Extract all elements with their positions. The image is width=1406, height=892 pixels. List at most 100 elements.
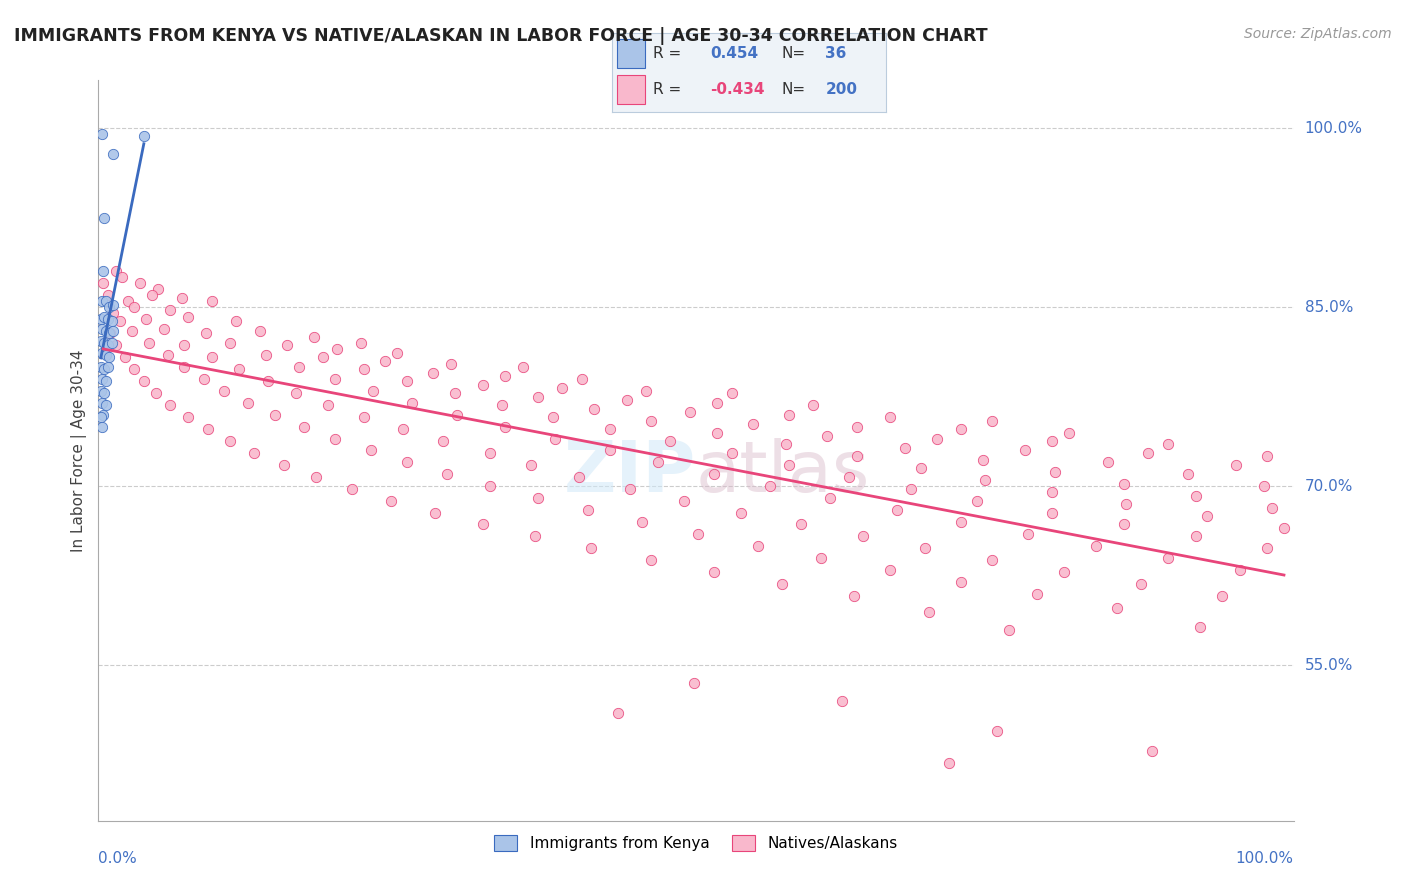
Point	[1272, 521, 1295, 535]
Point	[360, 443, 382, 458]
Point	[520, 458, 543, 472]
Point	[918, 605, 941, 619]
Point	[778, 458, 800, 472]
Text: Source: ZipAtlas.com: Source: ZipAtlas.com	[1244, 27, 1392, 41]
Point	[1115, 497, 1137, 511]
Point	[831, 694, 853, 708]
Bar	[617, 39, 644, 68]
Point	[742, 417, 765, 432]
Text: ZIP: ZIP	[564, 438, 696, 508]
Point	[91, 345, 114, 359]
Point	[815, 429, 838, 443]
Point	[491, 398, 513, 412]
Point	[721, 446, 744, 460]
Point	[900, 482, 922, 496]
Point	[981, 553, 1004, 567]
Point	[998, 623, 1021, 637]
Point	[98, 326, 121, 341]
Point	[578, 503, 600, 517]
Point	[93, 362, 115, 376]
Point	[302, 330, 325, 344]
Point	[392, 422, 415, 436]
Point	[1040, 485, 1063, 500]
Point	[512, 359, 534, 374]
Point	[98, 351, 121, 365]
Point	[1184, 529, 1206, 543]
Point	[527, 390, 550, 404]
Point	[374, 354, 396, 368]
Point	[879, 563, 901, 577]
Point	[938, 756, 960, 771]
Text: 85.0%: 85.0%	[1305, 300, 1353, 315]
Point	[1253, 479, 1275, 493]
Point	[914, 541, 936, 556]
Point	[90, 359, 112, 374]
Point	[1197, 509, 1219, 524]
Text: 100.0%: 100.0%	[1305, 120, 1362, 136]
Point	[97, 288, 120, 302]
Point	[599, 422, 621, 436]
Point	[195, 326, 218, 341]
Point	[721, 386, 744, 401]
Point	[156, 348, 179, 362]
Point	[91, 372, 114, 386]
Point	[91, 294, 114, 309]
Point	[101, 324, 124, 338]
Point	[172, 291, 194, 305]
Point	[1157, 437, 1180, 451]
Point	[436, 467, 458, 482]
Point	[1085, 539, 1108, 553]
Point	[94, 324, 117, 338]
Point	[640, 414, 662, 428]
Point	[132, 129, 155, 144]
Text: R =: R =	[652, 45, 681, 61]
Point	[276, 338, 298, 352]
Point	[173, 359, 195, 374]
Point	[842, 589, 865, 603]
Text: 70.0%: 70.0%	[1305, 479, 1353, 494]
Point	[1040, 506, 1063, 520]
Point	[353, 410, 375, 425]
Point	[1014, 443, 1036, 458]
Point	[93, 310, 115, 324]
Point	[1025, 587, 1047, 601]
Point	[658, 434, 681, 448]
Point	[201, 351, 224, 365]
Point	[94, 294, 117, 309]
Point	[706, 425, 728, 440]
Point	[124, 300, 146, 314]
Point	[443, 386, 465, 401]
Point	[129, 277, 152, 291]
Point	[852, 529, 875, 543]
Text: 0.454: 0.454	[710, 45, 758, 61]
Point	[682, 676, 704, 690]
Point	[117, 294, 139, 309]
Point	[631, 515, 654, 529]
Point	[350, 336, 373, 351]
Point	[284, 386, 307, 401]
Point	[219, 434, 242, 448]
Point	[1053, 566, 1076, 580]
Point	[201, 294, 224, 309]
Point	[91, 277, 114, 291]
Text: atlas: atlas	[696, 438, 870, 508]
Point	[159, 398, 181, 412]
Point	[91, 395, 114, 409]
Point	[472, 377, 495, 392]
Text: IMMIGRANTS FROM KENYA VS NATIVE/ALASKAN IN LABOR FORCE | AGE 30-34 CORRELATION C: IMMIGRANTS FROM KENYA VS NATIVE/ALASKAN …	[14, 27, 987, 45]
Point	[93, 386, 115, 401]
Point	[1229, 563, 1251, 577]
Point	[950, 515, 973, 529]
Y-axis label: In Labor Force | Age 30-34: In Labor Force | Age 30-34	[72, 349, 87, 552]
Point	[838, 469, 860, 483]
Point	[1097, 455, 1119, 469]
Text: 100.0%: 100.0%	[1236, 851, 1294, 866]
Point	[159, 302, 181, 317]
Point	[886, 503, 908, 517]
Point	[254, 348, 277, 362]
Point	[571, 372, 593, 386]
Point	[153, 321, 176, 335]
Point	[193, 372, 215, 386]
Point	[257, 374, 280, 388]
Point	[273, 458, 295, 472]
